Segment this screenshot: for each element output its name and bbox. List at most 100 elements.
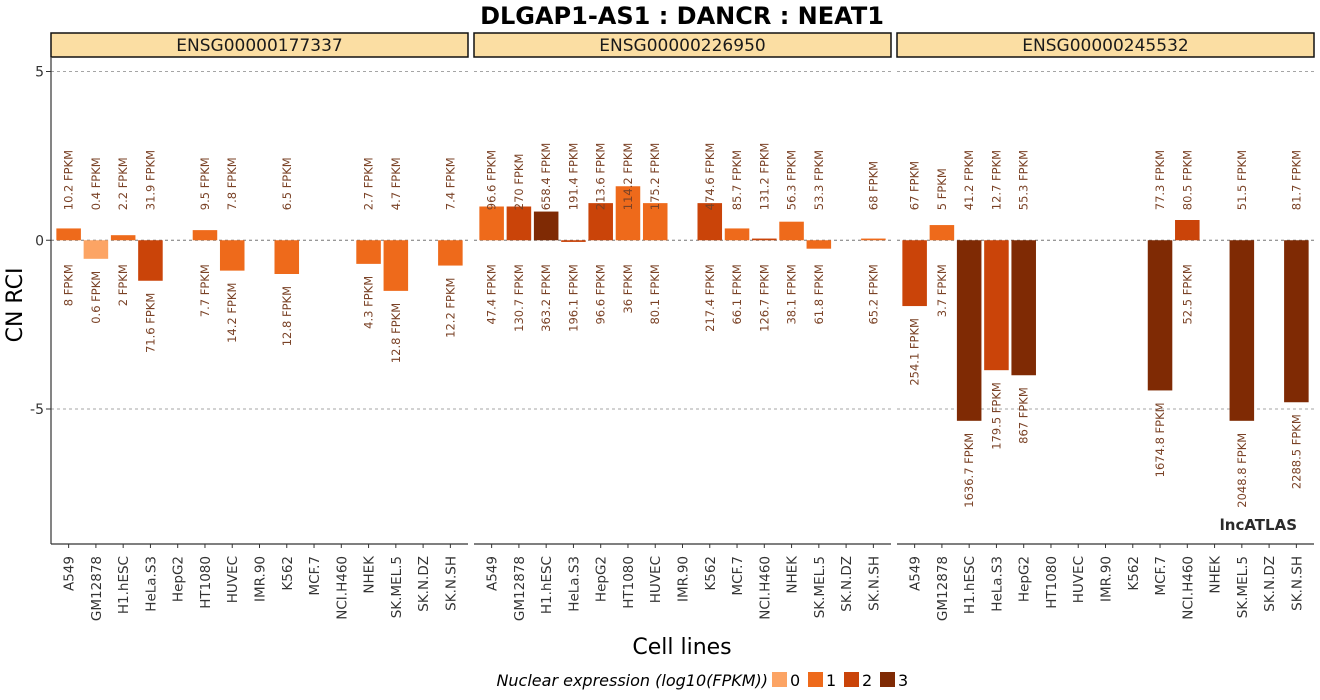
cyto-fpkm-label: 56.3 FPKM — [785, 150, 799, 210]
x-tick-label: A549 — [485, 556, 501, 591]
legend-label: 2 — [862, 671, 872, 690]
cyto-fpkm-label: 96.6 FPKM — [485, 150, 499, 210]
nuc-fpkm-label: 2048.8 FPKM — [1235, 433, 1249, 508]
x-tick-label: SK.MEL.5 — [812, 556, 828, 618]
nuc-fpkm-label: 867 FPKM — [1017, 387, 1031, 444]
legend-title: Nuclear expression (log10(FPKM)) — [496, 671, 768, 690]
x-tick-label: HeLa.S3 — [566, 556, 582, 612]
x-tick-label: NCI.H460 — [757, 556, 773, 620]
x-tick-label: HepG2 — [171, 556, 187, 602]
bar — [192, 230, 218, 241]
x-tick-label: SK.MEL.5 — [389, 556, 405, 618]
facet-panel: ENSG00000177337 A549 10.2 FPKM 8 FPKM GM1287… — [50, 32, 469, 621]
x-tick-label: HUVEC — [1071, 556, 1087, 603]
cyto-fpkm-label: 77.3 FPKM — [1153, 150, 1167, 210]
facet-strip — [50, 32, 469, 58]
nuc-fpkm-label: 0.6 FPKM — [89, 271, 103, 324]
bar — [356, 240, 381, 264]
bar — [274, 240, 300, 274]
bar — [533, 211, 559, 241]
bar — [1147, 240, 1173, 391]
cyto-fpkm-label: 85.7 FPKM — [730, 150, 744, 210]
x-tick-label: NHEK — [785, 555, 801, 594]
x-tick-label: HT1080 — [198, 556, 214, 609]
cyto-fpkm-label: 6.5 FPKM — [280, 157, 294, 210]
x-tick-label: IMR.90 — [676, 556, 692, 602]
x-tick-label: NCI.H460 — [1180, 556, 1196, 620]
lncatlas-watermark: lncATLAS — [1220, 516, 1297, 534]
legend-keys: 0 1 2 3 — [772, 671, 908, 690]
nuc-fpkm-label: 1674.8 FPKM — [1153, 402, 1167, 477]
cyto-fpkm-label: 31.9 FPKM — [143, 150, 157, 210]
bar — [479, 206, 504, 241]
bar — [588, 203, 613, 241]
cyto-fpkm-label: 0.4 FPKM — [89, 157, 103, 210]
cyto-fpkm-label: 2.7 FPKM — [362, 157, 376, 210]
bar — [806, 240, 832, 249]
x-tick-label: HUVEC — [225, 556, 241, 603]
cyto-fpkm-label: 213.6 FPKM — [594, 143, 608, 211]
chart-title: DLGAP1-AS1 : DANCR : NEAT1 — [480, 2, 884, 30]
legend-swatch — [808, 672, 823, 687]
nuc-fpkm-label: 217.4 FPKM — [703, 264, 717, 332]
nuc-fpkm-label: 126.7 FPKM — [757, 264, 771, 332]
bar — [110, 235, 136, 241]
cyto-fpkm-label: 55.3 FPKM — [1017, 150, 1031, 210]
bar — [219, 240, 245, 271]
bar — [383, 240, 409, 291]
cyto-fpkm-label: 7.4 FPKM — [443, 157, 457, 210]
legend: Nuclear expression (log10(FPKM)) 0 1 2 3 — [496, 671, 908, 690]
legend-label: 3 — [898, 671, 908, 690]
bar — [1175, 220, 1200, 241]
x-tick-label: K562 — [1126, 556, 1142, 591]
x-tick-label: SK.N.SH — [1289, 556, 1305, 611]
x-tick-label: SK.N.DZ — [839, 556, 855, 612]
x-tick-label: NCI.H460 — [334, 556, 350, 620]
x-tick-label: SK.MEL.5 — [1235, 556, 1251, 618]
nuc-fpkm-label: 71.6 FPKM — [143, 293, 157, 353]
cyto-fpkm-label: 2.2 FPKM — [116, 157, 130, 210]
legend-swatch — [844, 672, 859, 687]
nuc-fpkm-label: 4.3 FPKM — [362, 276, 376, 329]
nuc-fpkm-label: 52.5 FPKM — [1180, 264, 1194, 324]
nuc-fpkm-label: 80.1 FPKM — [648, 264, 662, 324]
bar — [697, 203, 723, 241]
nuc-fpkm-label: 2288.5 FPKM — [1289, 414, 1303, 489]
x-tick-label: MCF.7 — [1153, 556, 1169, 596]
cyto-fpkm-label: 658.4 FPKM — [539, 143, 553, 211]
bar — [83, 240, 109, 259]
nuc-fpkm-label: 1636.7 FPKM — [962, 433, 976, 508]
y-tick-label: 0 — [35, 233, 44, 249]
nuc-fpkm-label: 12.8 FPKM — [389, 303, 403, 363]
facet-strip — [896, 32, 1315, 58]
nuc-fpkm-label: 61.8 FPKM — [812, 264, 826, 324]
cyto-fpkm-label: 81.7 FPKM — [1289, 150, 1303, 210]
x-tick-label: A549 — [62, 556, 78, 591]
bar — [1229, 240, 1255, 421]
bar — [561, 240, 586, 242]
x-tick-label: HT1080 — [621, 556, 637, 609]
nuc-fpkm-label: 38.1 FPKM — [785, 264, 799, 324]
nuc-fpkm-label: 8 FPKM — [62, 264, 76, 306]
cyto-fpkm-label: 9.5 FPKM — [198, 157, 212, 210]
nuc-fpkm-label: 363.2 FPKM — [539, 264, 553, 332]
nuc-fpkm-label: 12.2 FPKM — [443, 278, 457, 338]
x-tick-label: H1.hESC — [962, 556, 978, 614]
facet-panel: ENSG00000245532 A549 67 FPKM 254.1 FPKM GM12… — [896, 32, 1315, 621]
bar — [56, 228, 81, 241]
y-tick-label: -5 — [30, 402, 44, 418]
facet-strip-label: ENSG00000245532 — [1022, 36, 1188, 56]
cyto-fpkm-label: 175.2 FPKM — [648, 143, 662, 211]
bar — [438, 240, 463, 266]
nuc-fpkm-label: 66.1 FPKM — [730, 264, 744, 324]
cyto-fpkm-label: 10.2 FPKM — [62, 150, 76, 210]
x-tick-label: NHEK — [362, 555, 378, 594]
x-tick-label: GM12878 — [89, 556, 105, 621]
x-tick-label: GM12878 — [512, 556, 528, 621]
legend-swatch — [880, 672, 895, 687]
cyto-fpkm-label: 41.2 FPKM — [962, 150, 976, 210]
bar — [779, 221, 804, 241]
cyto-fpkm-label: 114.2 FPKM — [621, 143, 635, 211]
bar — [1284, 240, 1309, 403]
